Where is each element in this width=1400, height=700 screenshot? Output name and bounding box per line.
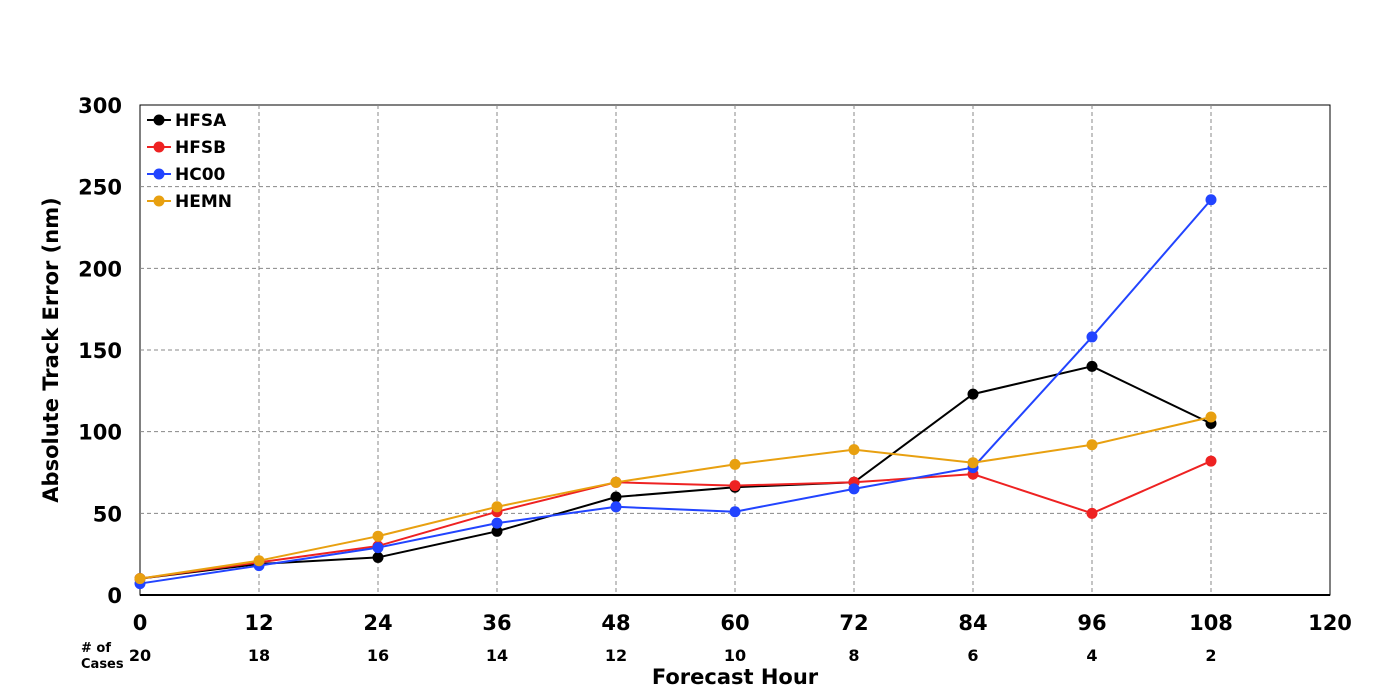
legend-item: HC00 [147,165,226,185]
series-line [139,199,1212,585]
x-axis-title: Forecast Hour [652,665,819,689]
y-tick-label: 150 [78,339,122,363]
y-tick-label: 0 [107,584,122,608]
data-point [372,530,384,542]
x-tick-label: 108 [1189,611,1233,635]
cases-value: 12 [605,646,627,665]
data-point [967,388,979,400]
data-point [253,555,265,567]
cases-value: 10 [724,646,746,665]
data-point [729,458,741,470]
data-point [1086,507,1098,519]
data-point [610,476,622,488]
x-tick-label: 48 [601,611,630,635]
data-point [491,517,503,529]
cases-value: 4 [1086,646,1097,665]
series-line [139,365,1212,580]
x-tick-label: 120 [1308,611,1352,635]
cases-value: 18 [248,646,270,665]
cases-label-line1: # of [81,641,111,656]
y-tick-label: 300 [78,94,122,118]
series-line [139,460,1212,580]
data-point [1205,194,1217,206]
series-line [139,415,1212,580]
series-layer [134,194,1217,590]
data-point [1086,439,1098,451]
legend-label: HC00 [175,165,226,185]
data-point [1205,455,1217,467]
data-point [967,457,979,469]
x-tick-label: 12 [244,611,273,635]
data-point [610,491,622,503]
y-tick-label: 50 [93,502,122,526]
cases-value: 14 [486,646,508,665]
data-point [1205,411,1217,423]
cases-value: 20 [129,646,151,665]
y-axis-title: Absolute Track Error (nm) [39,197,63,502]
legend-item: HEMN [147,192,232,212]
x-tick-label: 72 [839,611,868,635]
legend-swatch-marker [153,141,165,153]
data-point [610,501,622,513]
cases-value: 6 [967,646,978,665]
legend-label: HEMN [175,192,232,212]
y-tick-labels: 0 50 100 150 200 250 300 [78,94,122,608]
data-point [372,542,384,554]
data-point [491,501,503,513]
y-tick-label: 200 [78,257,122,281]
data-point [729,480,741,492]
x-tick-label: 96 [1077,611,1106,635]
data-point [848,444,860,456]
legend-swatch-marker [153,114,165,126]
x-tick-label: 36 [482,611,511,635]
data-point [1086,331,1098,343]
y-tick-label: 250 [78,176,122,200]
legend-item: HFSB [147,138,226,158]
cases-value: 8 [848,646,859,665]
cases-row: # of Cases 20 18 16 14 12 10 8 6 4 2 [81,641,1217,672]
legend: HFSA HFSB HC00 HEMN [147,111,232,212]
data-point [372,551,384,563]
series-hemn [134,411,1217,585]
data-point [134,573,146,585]
x-tick-label: 24 [363,611,392,635]
legend-swatch-marker [153,195,165,207]
data-point [491,525,503,537]
cases-value: 16 [367,646,389,665]
x-tick-label: 84 [958,611,987,635]
cases-label-line2: Cases [81,657,124,672]
legend-label: HFSA [175,111,227,131]
x-tick-label: 60 [720,611,749,635]
x-tick-label: 0 [133,611,148,635]
data-point [729,506,741,518]
legend-swatch-marker [153,168,165,180]
data-point [848,483,860,495]
legend-item: HFSA [147,111,227,131]
x-tick-labels: 0 12 24 36 48 60 72 84 96 108 120 [133,611,1352,635]
y-tick-label: 100 [78,421,122,445]
data-point [1086,360,1098,372]
cases-value: 2 [1205,646,1216,665]
legend-label: HFSB [175,138,226,158]
